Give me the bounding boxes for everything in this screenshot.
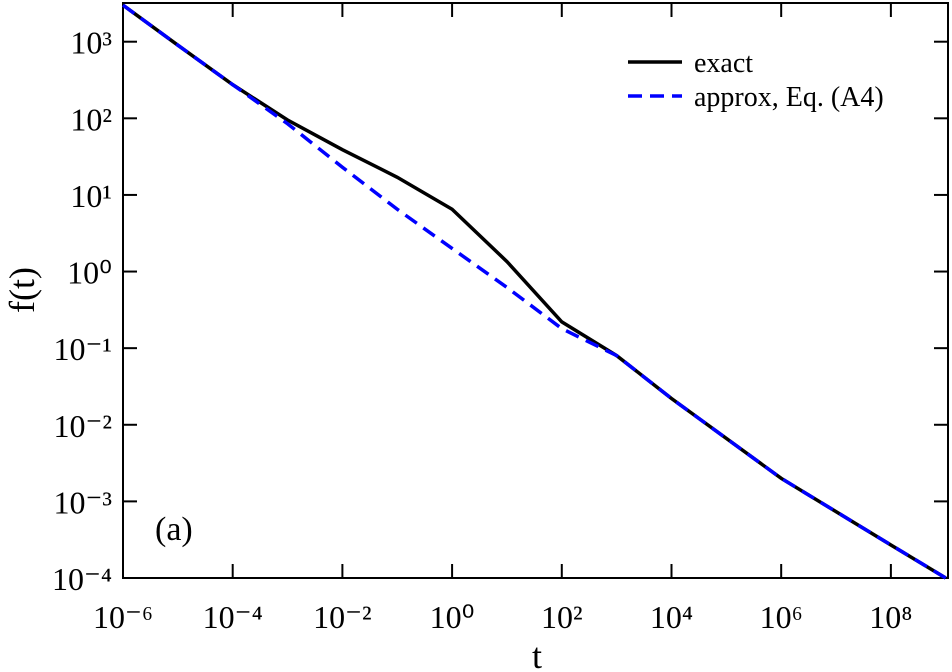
x-tick-label: 10⁻⁶ <box>93 599 153 635</box>
x-tick-label: 10² <box>541 599 583 635</box>
x-tick-label: 10⁴ <box>650 599 693 635</box>
x-tick-label: 10⁰ <box>430 599 475 635</box>
x-tick-label: 10⁶ <box>760 599 803 635</box>
x-tick-label: 10⁸ <box>869 599 912 635</box>
panel-label: (a) <box>155 511 193 548</box>
plot-frame <box>122 2 949 579</box>
y-tick-label: 10¹ <box>70 178 112 214</box>
y-tick-label: 10⁻¹ <box>54 331 112 367</box>
y-tick-label: 10³ <box>70 25 112 61</box>
legend-label: exact <box>694 48 753 79</box>
x-tick-label: 10⁻² <box>313 599 371 635</box>
y-tick-label: 10⁻⁴ <box>52 561 112 597</box>
y-tick-label: 10² <box>70 101 112 137</box>
y-tick-label: 10⁻³ <box>54 484 112 520</box>
legend-label: approx, Eq. (A4) <box>694 82 884 113</box>
data-line <box>121 3 947 580</box>
x-tick-label: 10⁻⁴ <box>203 599 263 635</box>
y-tick-label: 10⁰ <box>67 255 112 291</box>
y-tick-label: 10⁻² <box>54 408 112 444</box>
data-line <box>121 3 947 580</box>
y-axis-label: f(t) <box>2 267 42 313</box>
x-axis-label: t <box>532 636 542 672</box>
